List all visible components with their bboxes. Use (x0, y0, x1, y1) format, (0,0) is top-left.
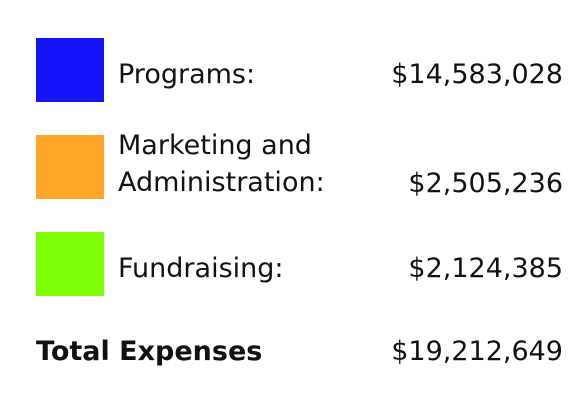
fundraising-value: $2,124,385 (408, 253, 563, 284)
marketing-administration-label-line-1: Marketing and (118, 130, 312, 161)
programs-label: Programs: (118, 59, 256, 90)
programs-swatch (36, 38, 104, 102)
total-expenses-value: $19,212,649 (391, 336, 563, 367)
total-expenses-label: Total Expenses (36, 336, 263, 367)
fundraising-label: Fundraising: (118, 253, 284, 284)
programs-value: $14,583,028 (391, 59, 563, 90)
marketing-administration-value: $2,505,236 (408, 168, 563, 199)
marketing-administration-label-line-2: Administration: (118, 167, 325, 198)
marketing-administration-swatch (36, 135, 104, 199)
fundraising-swatch (36, 232, 104, 296)
